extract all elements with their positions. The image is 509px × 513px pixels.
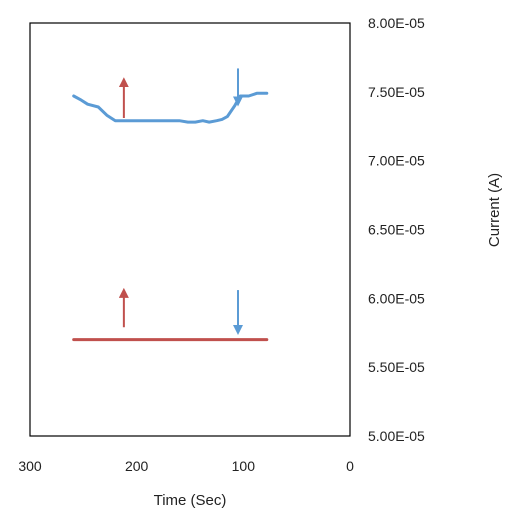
x-axis-title: Time (Sec): [154, 492, 227, 509]
x-tick-label: 0: [346, 458, 354, 474]
annotation-layer: [118, 68, 243, 335]
x-tick-label: 200: [125, 458, 149, 474]
y-tick-label: 5.50E-05: [368, 359, 425, 375]
x-axis-ticks: 300 200 100 0: [18, 458, 354, 474]
y-tick-label: 6.00E-05: [368, 290, 425, 306]
plot-area: [29, 22, 351, 437]
x-tick-label: 300: [18, 458, 42, 474]
y-tick-label: 6.50E-05: [368, 222, 425, 238]
y-tick-label: 8.00E-05: [368, 15, 425, 31]
y-axis-ticks: 8.00E-05 7.50E-05 7.00E-05 6.50E-05 6.00E-05…: [368, 15, 425, 444]
y-tick-label: 7.50E-05: [368, 84, 425, 100]
x-tick-label: 100: [232, 458, 256, 474]
y-tick-label: 5.00E-05: [368, 428, 425, 444]
y-tick-label: 7.00E-05: [368, 153, 425, 169]
y-axis-title: Current (A): [486, 173, 503, 247]
